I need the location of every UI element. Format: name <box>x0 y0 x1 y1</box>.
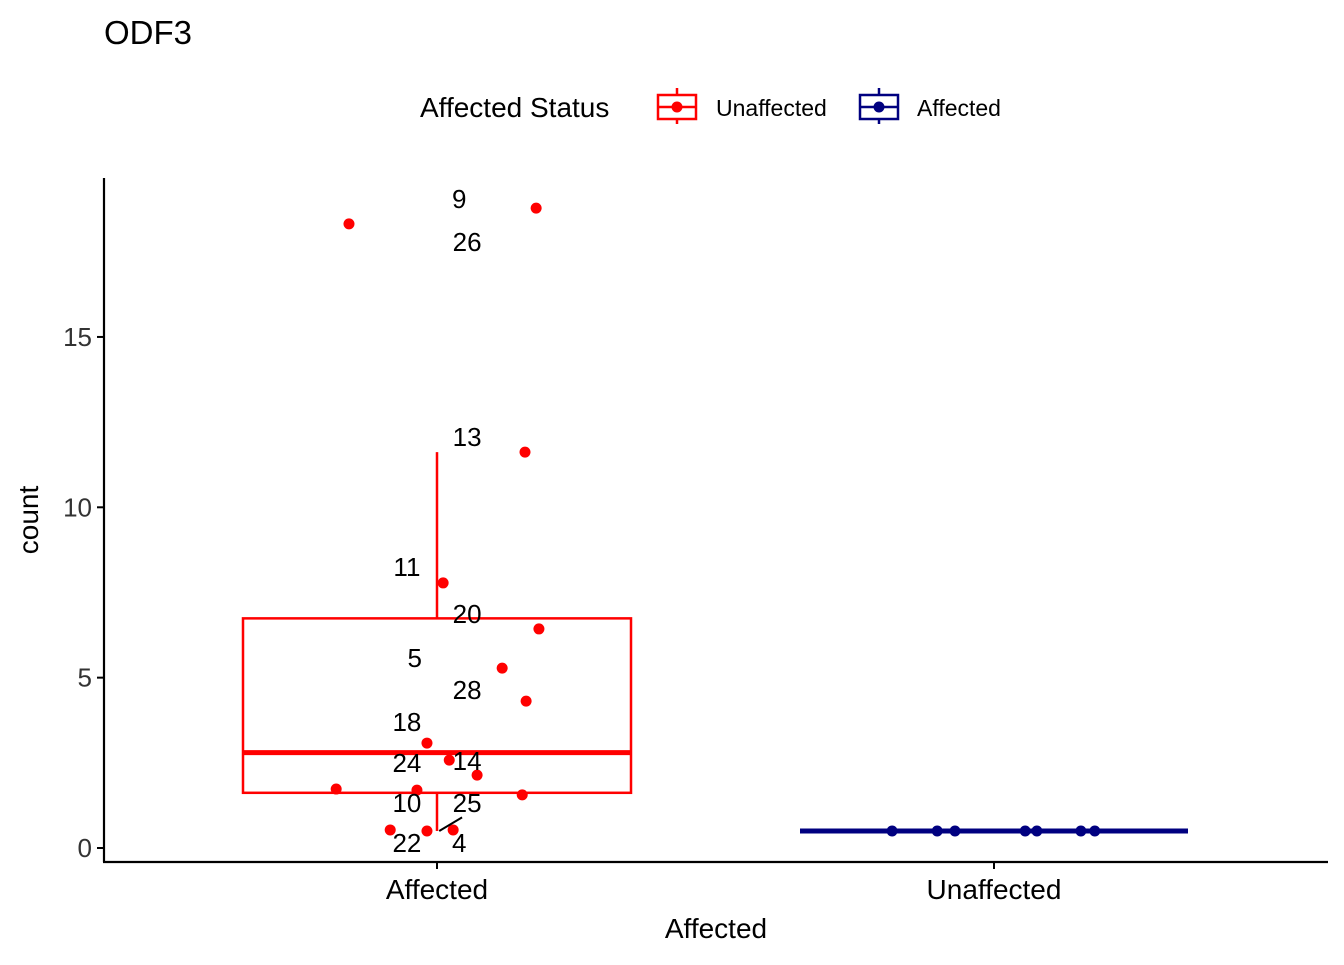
point-label: 22 <box>392 828 421 858</box>
data-point <box>421 737 433 749</box>
point-label: 28 <box>453 675 482 705</box>
data-point <box>443 754 455 766</box>
legend-label: Affected <box>917 95 1001 121</box>
x-axis-title: Affected <box>665 913 767 944</box>
data-point <box>496 662 508 674</box>
data-point <box>530 202 542 214</box>
legend-title: Affected Status <box>420 92 609 123</box>
point-label: 9 <box>452 184 466 214</box>
box-affected <box>241 452 633 831</box>
y-tick-label: 15 <box>63 322 92 352</box>
data-point <box>330 783 342 795</box>
axes: 0 5 10 15 Affected Unaffected <box>63 178 1328 905</box>
data-point <box>411 784 423 796</box>
point-label: 5 <box>407 643 421 673</box>
point-label: 10 <box>392 788 421 818</box>
point-labels: 9 26 13 11 20 5 28 18 24 14 10 25 22 4 <box>392 184 481 858</box>
legend-key-point <box>671 101 683 113</box>
data-point <box>471 769 483 781</box>
points <box>330 202 1101 837</box>
point-label: 20 <box>453 599 482 629</box>
legend-entry-affected: Affected <box>858 88 1001 124</box>
point-label: 24 <box>392 748 421 778</box>
data-point <box>516 789 528 801</box>
point-label: 25 <box>453 788 482 818</box>
data-point <box>519 446 531 458</box>
y-tick-label: 5 <box>78 663 92 693</box>
data-point <box>931 825 943 837</box>
data-point <box>343 218 355 230</box>
data-point <box>447 824 459 836</box>
data-point <box>533 623 545 635</box>
data-point <box>437 577 449 589</box>
label-leader-line <box>438 816 463 832</box>
data-point <box>1031 825 1043 837</box>
boxes <box>241 452 1188 834</box>
legend-entry-unaffected: Unaffected <box>656 88 827 124</box>
data-point <box>886 825 898 837</box>
data-point <box>1075 825 1087 837</box>
data-point <box>520 695 532 707</box>
point-label: 13 <box>453 422 482 452</box>
data-point <box>1019 825 1031 837</box>
chart-title: ODF3 <box>104 14 192 51</box>
legend-label: Unaffected <box>716 95 827 121</box>
x-tick-label: Unaffected <box>927 874 1062 905</box>
point-label: 4 <box>452 828 466 858</box>
data-point <box>421 825 433 837</box>
legend: Affected Status Unaffected Affected <box>420 88 1001 124</box>
data-point <box>949 825 961 837</box>
data-point <box>1089 825 1101 837</box>
y-tick-label: 10 <box>63 492 92 522</box>
point-label: 18 <box>392 707 421 737</box>
point-label: 14 <box>453 746 482 776</box>
point-label: 11 <box>393 552 420 582</box>
legend-key-point <box>873 101 885 113</box>
point-label: 26 <box>453 227 482 257</box>
data-point <box>384 824 396 836</box>
box-iqr <box>241 617 633 795</box>
x-tick-label: Affected <box>386 874 488 905</box>
y-tick-label: 0 <box>78 833 92 863</box>
y-axis-title: count <box>13 486 44 555</box>
